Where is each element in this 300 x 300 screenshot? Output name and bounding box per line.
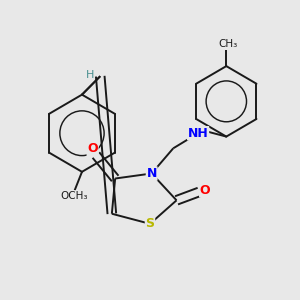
Text: NH: NH — [188, 127, 208, 140]
Text: S: S — [146, 217, 154, 230]
Text: CH₃: CH₃ — [218, 39, 238, 49]
Text: OCH₃: OCH₃ — [60, 191, 87, 201]
Text: O: O — [200, 184, 210, 197]
Text: O: O — [87, 142, 98, 155]
Text: N: N — [146, 167, 157, 180]
Text: H: H — [85, 70, 94, 80]
